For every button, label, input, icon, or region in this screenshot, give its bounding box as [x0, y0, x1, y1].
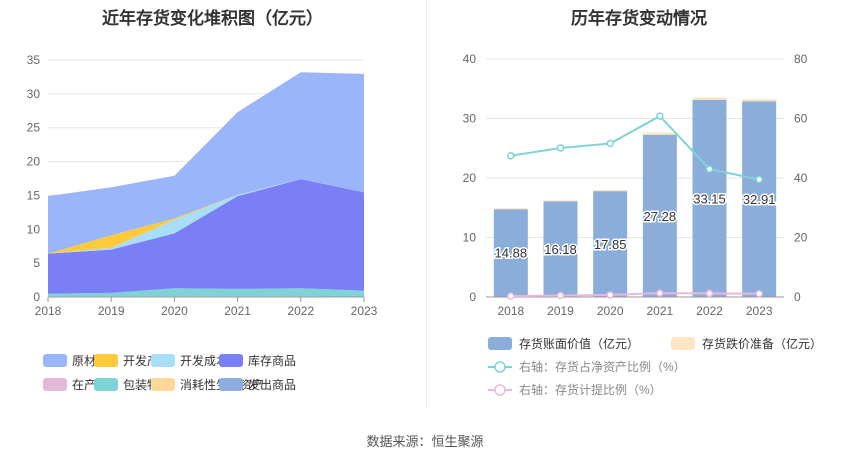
data-source: 数据来源：恒生聚源: [366, 434, 484, 449]
legend-marker-0: [494, 361, 506, 373]
right-chart-title: 历年存货变动情况: [571, 9, 707, 28]
legend-label-line-1: 右轴：存货计提比例（%）: [519, 382, 662, 397]
bar-line-chart-panel: 历年存货变动情况 0 10 20 30 40 0 20 40 60 80 14.88 16.18 17.…: [428, 0, 850, 420]
legend-swatch-在产品: [43, 378, 67, 391]
line-point: [755, 289, 763, 298]
y2-tick-label: 60: [794, 112, 808, 126]
bar-provision-2022: [692, 97, 727, 100]
legend-swatch-book-value: [488, 337, 512, 350]
x-tick-label: 2020: [161, 304, 188, 318]
y-tick-label: 5: [33, 256, 40, 270]
line-point: [705, 289, 714, 298]
stacked-area-chart-panel: 近年存货变化堆积图（亿元） 0 5 10 15 20 25 30 35 2018 2019 2020…: [0, 0, 425, 420]
line-point: [556, 144, 565, 152]
y-tick-label: 10: [463, 231, 477, 245]
bar-value-label: 32.91: [743, 192, 776, 207]
line-point: [606, 291, 614, 299]
area-库存商品: [48, 179, 364, 294]
legend-label-book-value: 存货账面价值（亿元）: [519, 336, 639, 351]
y-tick-label: 0: [469, 290, 476, 304]
legend-swatch-开发成本: [151, 354, 175, 367]
x-tick-label: 2019: [98, 304, 125, 318]
x-tick-label: 2023: [351, 304, 378, 318]
legend-marker-1: [494, 384, 506, 396]
area-包装物: [48, 288, 364, 297]
legend-label-包装物: 包装物: [123, 378, 159, 392]
bar-2018: [493, 208, 528, 297]
line-point: [705, 165, 714, 173]
y-tick-label: 30: [463, 112, 477, 126]
x-tick-label: 2022: [287, 304, 314, 318]
line-point: [656, 112, 664, 120]
legend-label-发出商品: 发出商品: [248, 377, 296, 392]
y-tick-label: 35: [27, 53, 41, 67]
bar-provision-2021: [642, 132, 677, 135]
area-开发产品: [48, 179, 364, 254]
line-point: [656, 289, 664, 297]
line-series-1: [510, 292, 760, 298]
line-point: [755, 175, 763, 184]
y2-tick-label: 20: [794, 231, 808, 245]
legend-label-provision: 存货跌价准备（亿元）: [702, 336, 822, 351]
bar-value-label: 27.28: [644, 209, 677, 224]
bar-line-chart: 0 10 20 30 40 0 20 40 60 80 14.88 16.18 17.85 27.28 33…: [463, 52, 822, 397]
legend-label-line-0: 右轴：存货占净资产比例（%）: [519, 359, 686, 374]
y2-tick-label: 40: [794, 171, 808, 185]
x-tick-label: 2022: [696, 304, 723, 318]
legend-swatch-provision: [671, 337, 695, 350]
y-tick-label: 20: [27, 155, 41, 169]
left-chart-title: 近年存货变化堆积图（亿元）: [102, 9, 323, 28]
legend-label-开发成本: 开发成本: [180, 353, 228, 368]
legend-swatch-包装物: [94, 378, 118, 391]
x-tick-label: 2019: [547, 304, 574, 318]
x-tick-label: 2018: [35, 304, 62, 318]
bar-2023: [742, 101, 777, 297]
bar-provision-2019: [543, 200, 578, 202]
bar-value-label: 17.85: [594, 237, 627, 252]
y-tick-label: 40: [463, 52, 477, 66]
x-tick-label: 2020: [597, 304, 624, 318]
legend-swatch-原材料: [43, 354, 67, 367]
y-tick-label: 15: [27, 188, 41, 202]
line-point: [606, 139, 614, 148]
y-tick-label: 25: [27, 121, 41, 135]
x-tick-label: 2023: [746, 304, 773, 318]
line-point: [556, 291, 565, 300]
x-tick-label: 2021: [646, 304, 673, 318]
legend-label-库存商品: 库存商品: [248, 353, 296, 368]
bar-2021: [642, 134, 677, 297]
y-tick-label: 20: [463, 171, 477, 185]
bar-provision-2020: [593, 190, 628, 192]
bar-2019: [543, 200, 578, 297]
bar-provision-2018: [493, 208, 528, 210]
line-series-0: [510, 114, 760, 181]
bar-2022: [692, 99, 727, 297]
line-point: [507, 292, 515, 300]
legend-swatch-开发产品: [94, 354, 118, 367]
bar-provision-2023: [742, 99, 777, 102]
bar-value-label: 14.88: [495, 246, 528, 261]
legend-swatch-发出商品: [219, 378, 243, 391]
y2-tick-label: 80: [794, 52, 808, 66]
y-tick-label: 0: [33, 290, 40, 304]
y-tick-label: 10: [27, 222, 41, 236]
y2-tick-label: 0: [794, 290, 801, 304]
area-原材料: [48, 72, 364, 254]
legend-swatch-消耗性生物资产: [151, 378, 175, 391]
line-point: [507, 151, 515, 160]
legend-swatch-库存商品: [219, 354, 243, 367]
x-tick-label: 2021: [224, 304, 251, 318]
bar-value-label: 16.18: [544, 242, 577, 257]
bar-value-label: 33.15: [693, 191, 726, 206]
x-tick-label: 2018: [497, 304, 524, 318]
panel-divider: [426, 0, 427, 408]
bar-2020: [593, 190, 628, 297]
y-tick-label: 30: [27, 87, 41, 101]
